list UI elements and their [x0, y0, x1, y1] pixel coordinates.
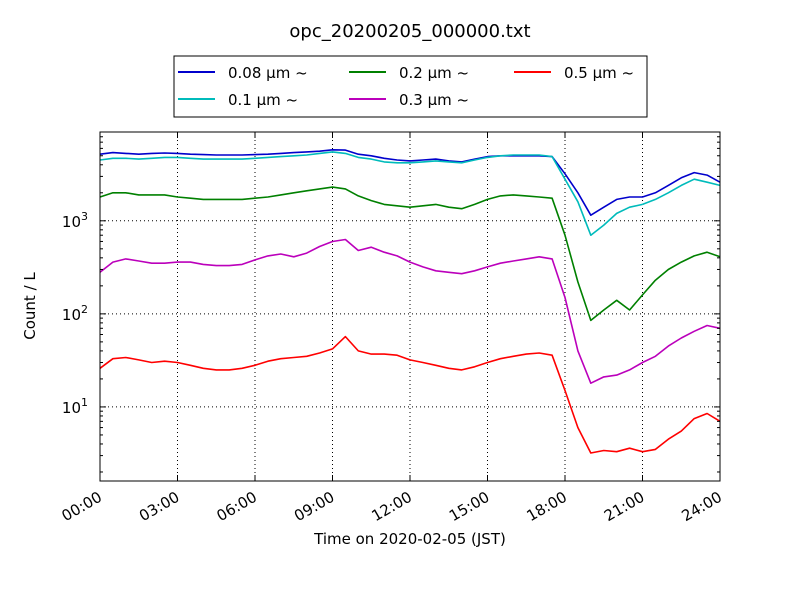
y-axis-label: Count / L	[21, 272, 39, 340]
series-line	[99, 238, 721, 385]
series-line	[99, 335, 721, 454]
x-tick-label: 24:00	[679, 488, 725, 525]
y-tick-label: 101	[62, 396, 88, 417]
legend-label: 0.2 µm ~	[399, 64, 469, 82]
legend-frame	[173, 55, 648, 118]
x-tick-label: 06:00	[214, 488, 260, 525]
chart-title: opc_20200205_000000.txt	[289, 21, 530, 42]
y-tick-label: 103	[62, 210, 88, 231]
series-lines	[99, 149, 721, 454]
x-tick-label: 15:00	[446, 488, 492, 525]
x-tick-label: 12:00	[369, 488, 415, 525]
y-tick-label: 102	[62, 303, 88, 324]
x-tick-label: 00:00	[59, 488, 105, 525]
x-tick-label: 09:00	[291, 488, 337, 525]
axis-ticks: 00:00 03:00 06:00 09:00 12:00 15:00 18:00 21:00…	[59, 131, 725, 525]
series-line	[99, 186, 721, 322]
x-tick-label: 03:00	[136, 488, 182, 525]
legend: 0.08 µm ~ 0.1 µm ~ 0.2 µm ~ 0.3 µm ~ 0.5 µm …	[173, 55, 648, 118]
x-tick-label: 21:00	[601, 488, 647, 525]
series-line	[99, 151, 721, 236]
x-tick-label: 18:00	[524, 488, 570, 525]
legend-label: 0.08 µm ~	[228, 64, 308, 82]
legend-label: 0.5 µm ~	[564, 64, 634, 82]
legend-label: 0.1 µm ~	[228, 91, 298, 109]
legend-label: 0.3 µm ~	[399, 91, 469, 109]
grid	[99, 132, 721, 481]
series-line	[99, 149, 721, 216]
x-axis-label: Time on 2020-02-05 (JST)	[313, 530, 506, 548]
